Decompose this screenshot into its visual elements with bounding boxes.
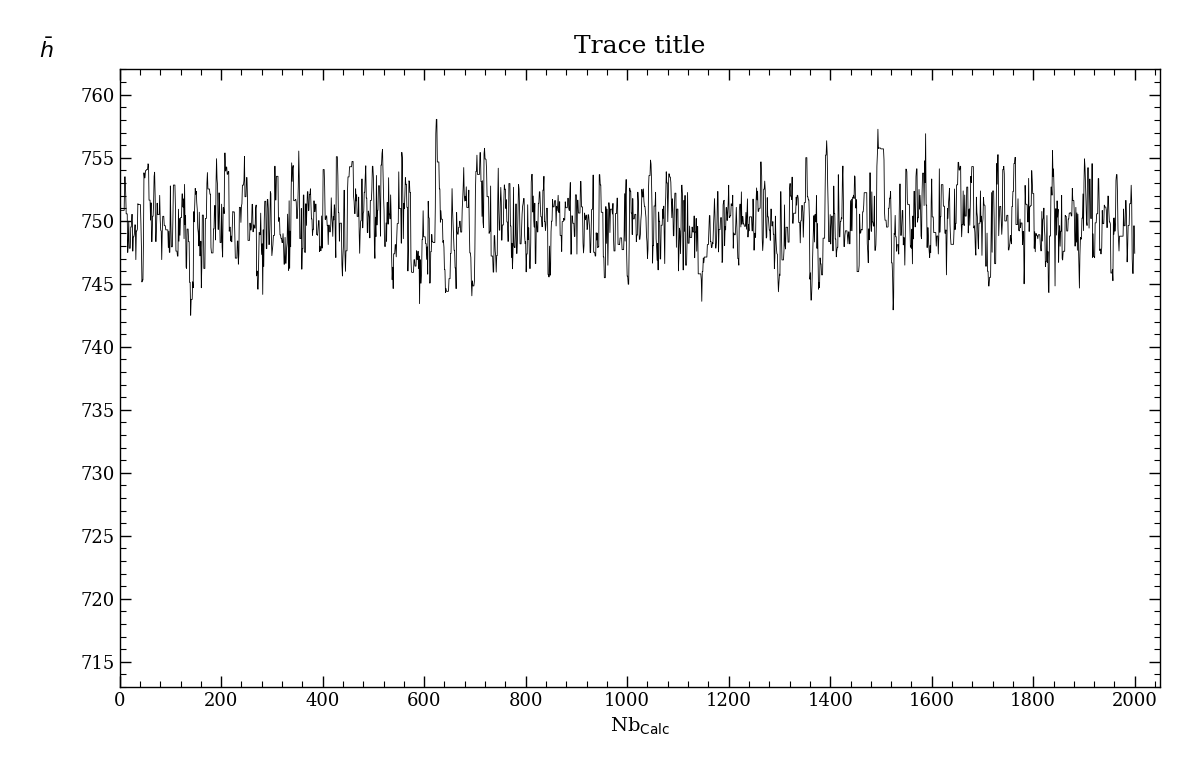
Title: Trace title: Trace title	[574, 35, 706, 58]
X-axis label: Nb$_{\mathrm{Calc}}$: Nb$_{\mathrm{Calc}}$	[610, 716, 670, 736]
Text: $\bar{h}$: $\bar{h}$	[39, 39, 54, 63]
